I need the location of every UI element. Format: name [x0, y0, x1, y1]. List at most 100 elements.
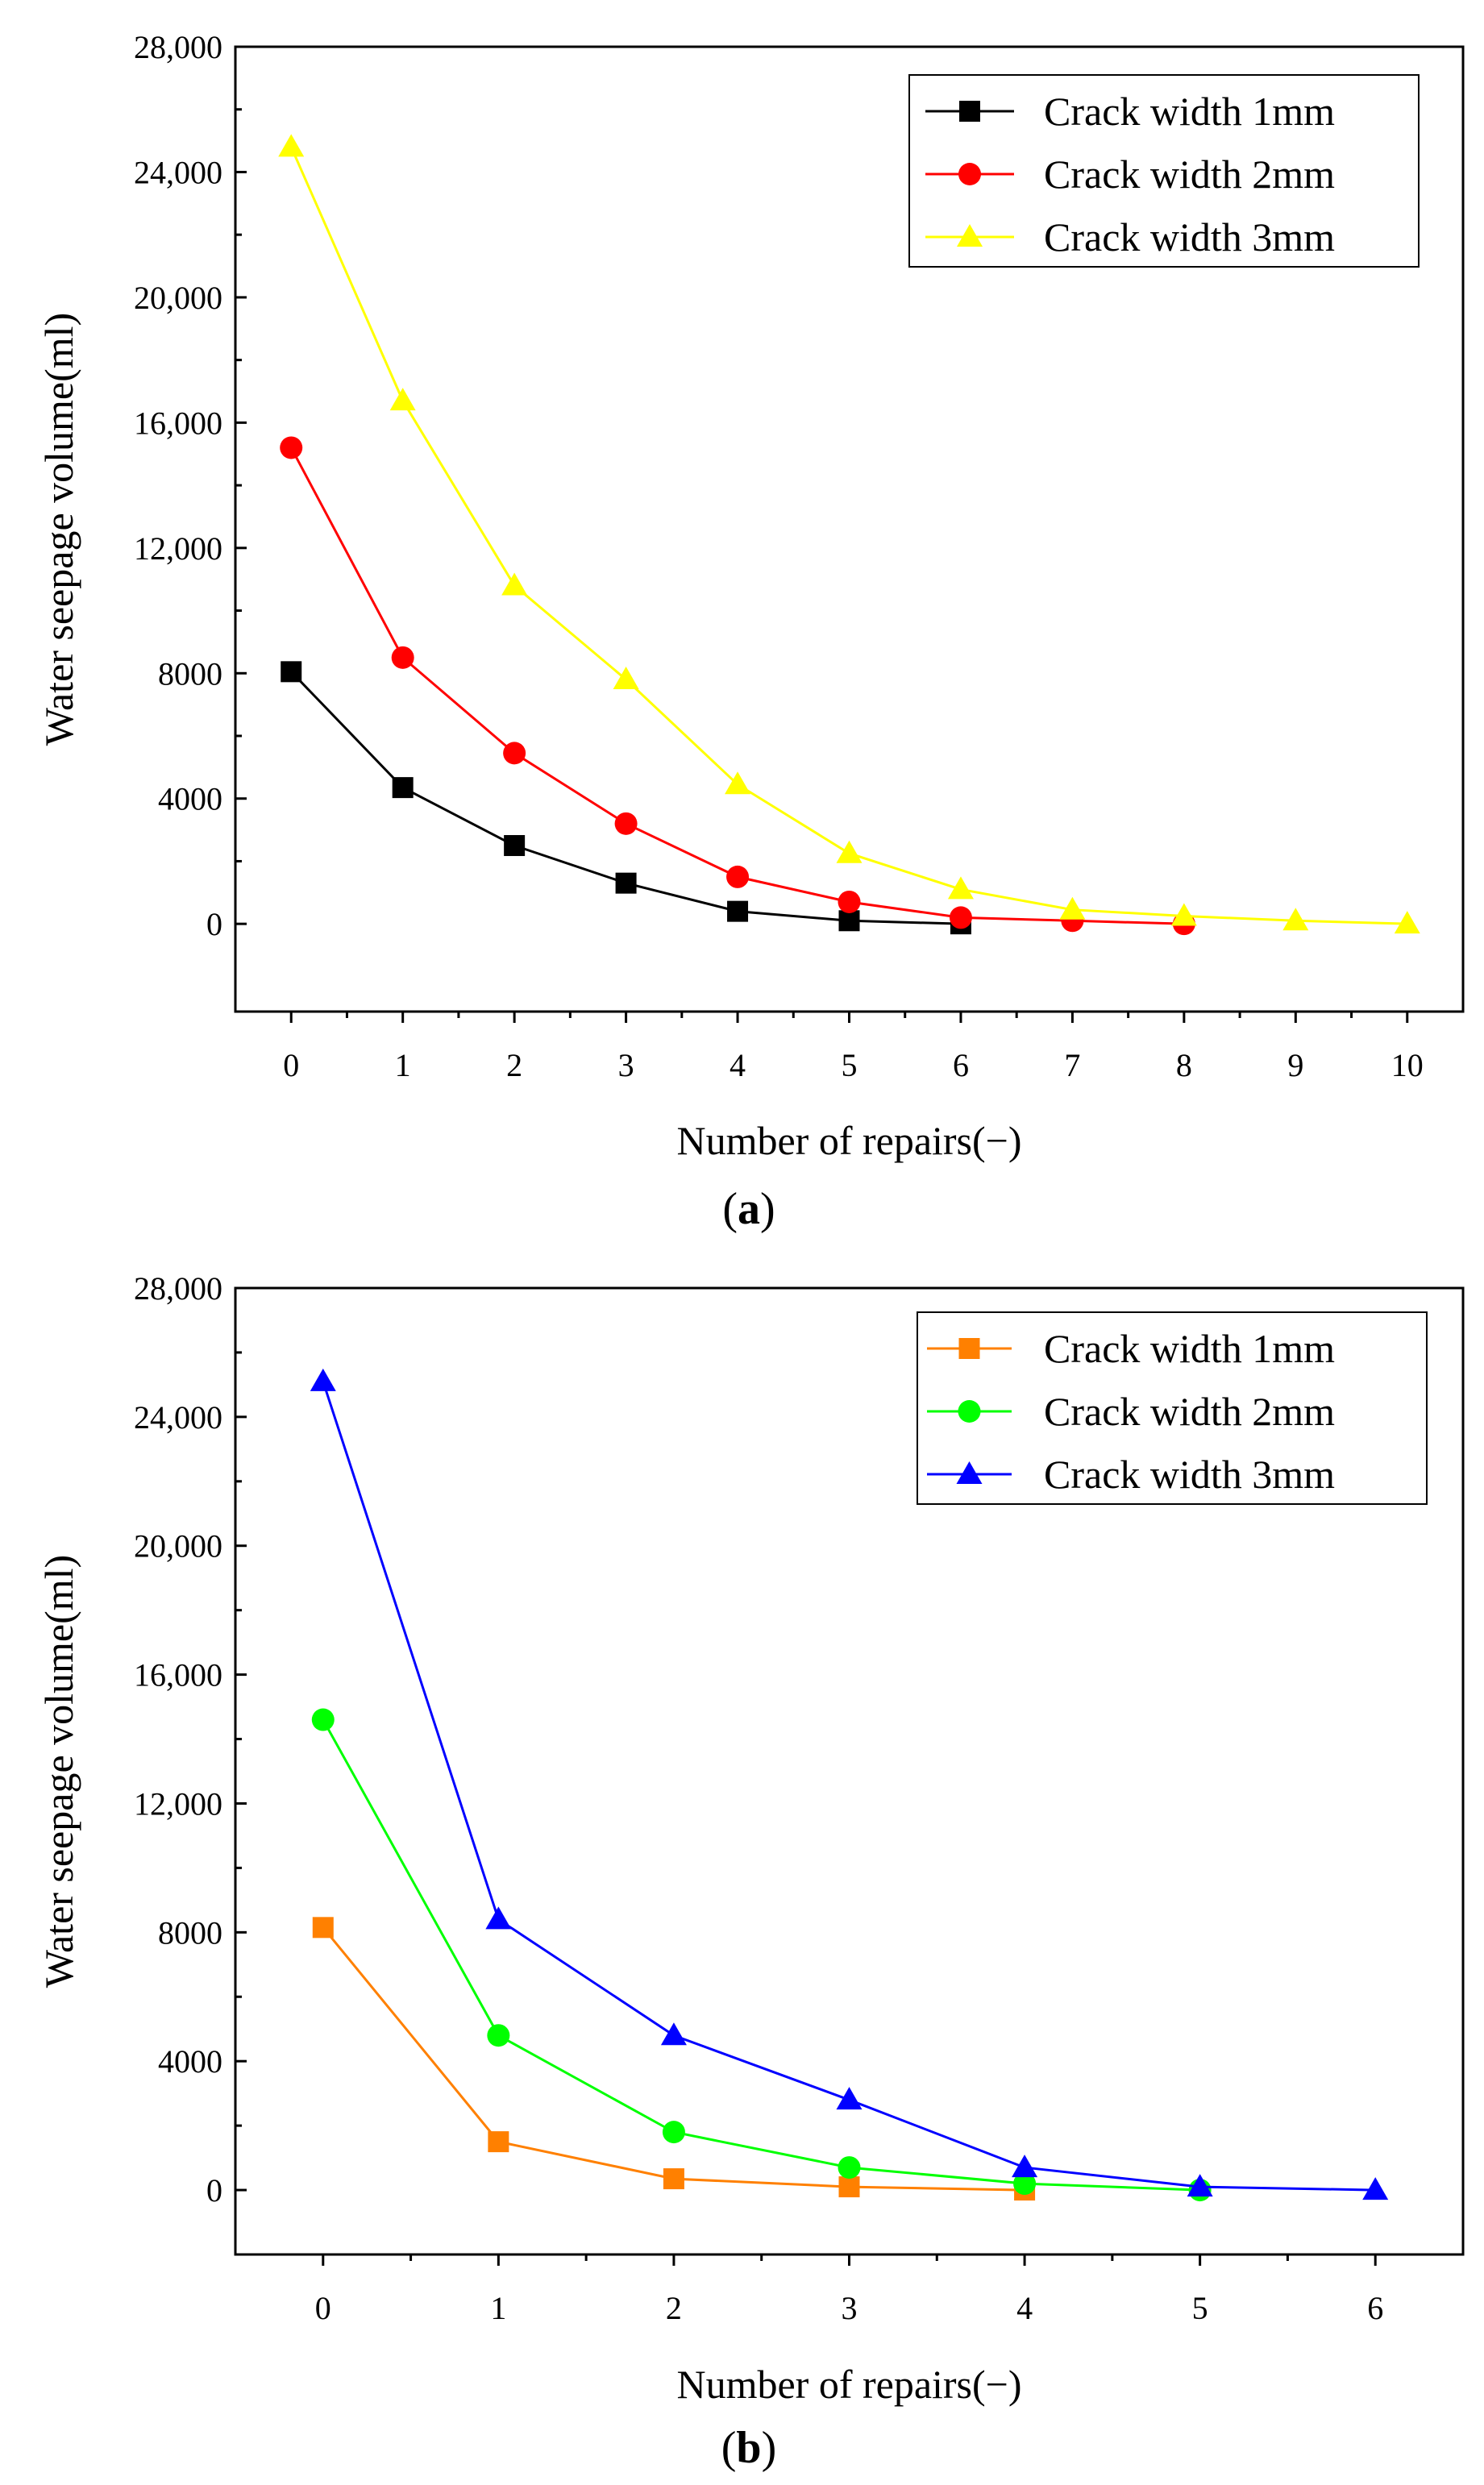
- data-point: [615, 872, 637, 894]
- data-point: [727, 900, 749, 922]
- x-tick-label: 0: [315, 2290, 331, 2326]
- data-point: [614, 812, 638, 835]
- legend-marker: [958, 163, 981, 185]
- data-point: [949, 906, 972, 929]
- legend-marker: [957, 224, 983, 247]
- data-point: [838, 890, 861, 913]
- legend-box: [917, 1311, 1428, 1505]
- y-tick-label: 28,000: [134, 1270, 222, 1307]
- y-tick-label: 8000: [158, 1914, 222, 1951]
- data-point: [838, 910, 860, 932]
- y-tick-label: 16,000: [134, 405, 222, 441]
- data-point: [1012, 2155, 1038, 2178]
- y-tick-label: 24,000: [134, 1399, 222, 1436]
- x-tick-label: 8: [1176, 1047, 1192, 1083]
- data-point: [1059, 896, 1086, 920]
- series-line: [322, 1718, 1200, 2192]
- data-point: [1170, 903, 1197, 926]
- legend-label: Crack width 1mm: [1044, 1326, 1335, 1371]
- data-point: [662, 2121, 685, 2144]
- panel-b-caption: (b): [721, 2423, 776, 2473]
- x-axis-title: Number of repairs(−): [676, 1118, 1021, 1163]
- panel-a-caption: (a): [722, 1184, 775, 1234]
- x-tick-label: 10: [1391, 1047, 1424, 1083]
- x-tick-label: 2: [666, 2290, 682, 2326]
- data-point: [281, 661, 302, 683]
- x-tick-label: 4: [730, 1047, 746, 1083]
- y-tick-label: 4000: [158, 781, 222, 817]
- y-tick-label: 20,000: [134, 280, 222, 316]
- data-point: [487, 2024, 510, 2047]
- data-point: [725, 771, 751, 795]
- data-point: [389, 388, 416, 411]
- data-point: [485, 1906, 512, 1930]
- data-point: [280, 436, 303, 459]
- data-point: [391, 646, 414, 669]
- data-point: [726, 865, 750, 888]
- x-tick-label: 9: [1287, 1047, 1303, 1083]
- data-point: [310, 1368, 336, 1391]
- data-point: [613, 667, 639, 690]
- x-tick-label: 6: [953, 1047, 969, 1083]
- legend-label: Crack width 2mm: [1044, 1389, 1335, 1434]
- data-point: [501, 572, 528, 596]
- x-tick-label: 0: [283, 1047, 299, 1083]
- legend-marker: [959, 101, 980, 122]
- x-tick-label: 5: [842, 1047, 858, 1083]
- data-point: [392, 777, 414, 799]
- legend-marker: [958, 1338, 980, 1359]
- y-tick-label: 20,000: [134, 1528, 222, 1565]
- data-point: [947, 876, 974, 900]
- y-tick-label: 12,000: [134, 1785, 222, 1822]
- data-point: [1282, 908, 1309, 931]
- y-tick-label: 8000: [158, 655, 222, 692]
- y-axis-title: Water seepage volume(ml): [36, 313, 81, 746]
- x-tick-label: 4: [1016, 2290, 1033, 2326]
- x-tick-label: 1: [490, 2290, 506, 2326]
- data-point: [503, 742, 526, 765]
- data-point: [504, 835, 526, 857]
- data-point: [836, 840, 863, 863]
- x-tick-label: 1: [395, 1047, 411, 1083]
- data-point: [836, 2087, 863, 2110]
- data-point: [311, 1708, 335, 1731]
- legend-marker: [956, 1461, 983, 1484]
- data-point: [278, 134, 305, 157]
- y-tick-label: 12,000: [134, 530, 222, 567]
- x-tick-label: 3: [618, 1047, 634, 1083]
- x-tick-label: 2: [506, 1047, 522, 1083]
- legend-label: Crack width 3mm: [1044, 214, 1335, 260]
- chart-panel-b: 0 4000 8000 12,000 16,000 20,000 24,000 28,000 0…: [36, 1270, 1465, 2407]
- y-tick-label: 0: [206, 2172, 222, 2209]
- data-point: [838, 2156, 861, 2180]
- legend-label: Crack width 3mm: [1044, 1452, 1335, 1497]
- y-axis-title: Water seepage volume(ml): [36, 1555, 81, 1988]
- data-point: [663, 2168, 684, 2190]
- data-point: [1187, 2174, 1213, 2197]
- legend-label: Crack width 2mm: [1044, 152, 1335, 197]
- data-point: [1362, 2177, 1389, 2200]
- y-tick-label: 24,000: [134, 154, 222, 190]
- x-axis-title: Number of repairs(−): [676, 2362, 1021, 2407]
- data-point: [1013, 2172, 1037, 2196]
- y-tick-label: 4000: [158, 2043, 222, 2080]
- data-point: [660, 2022, 687, 2046]
- legend-label: Crack width 1mm: [1044, 89, 1335, 134]
- x-tick-label: 3: [842, 2290, 858, 2326]
- data-point: [838, 2176, 860, 2198]
- series-line: [289, 447, 1184, 925]
- data-point: [312, 1917, 334, 1939]
- x-tick-label: 6: [1367, 2290, 1383, 2326]
- x-tick-label: 7: [1064, 1047, 1080, 1083]
- y-tick-label: 28,000: [134, 29, 222, 65]
- chart-panel-a: 0 4000 8000 12,000 16,000 20,000 24,000 28,000 0…: [36, 29, 1465, 1163]
- legend-marker: [958, 1400, 981, 1423]
- x-tick-label: 5: [1192, 2290, 1208, 2326]
- legend-box: [908, 74, 1420, 268]
- data-point: [488, 2131, 509, 2153]
- data-point: [1394, 911, 1420, 934]
- y-tick-label: 16,000: [134, 1657, 222, 1693]
- y-tick-label: 0: [206, 906, 222, 942]
- series-line: [322, 1926, 1025, 2192]
